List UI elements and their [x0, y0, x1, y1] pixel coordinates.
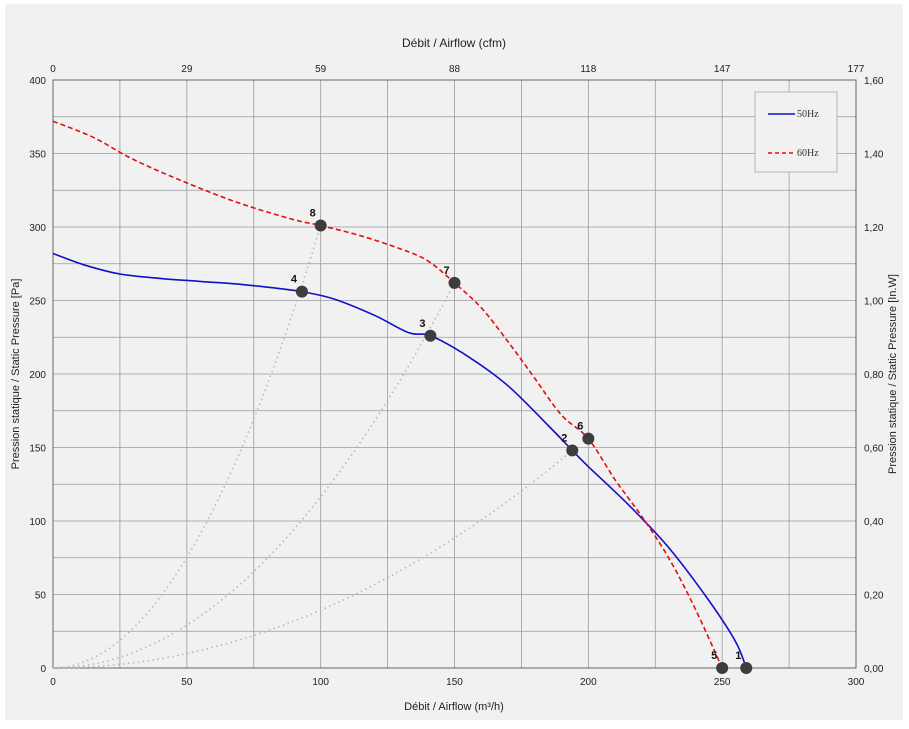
operating-point-7 [448, 276, 461, 289]
x-tick-label: 300 [848, 677, 865, 688]
system-curve [52, 449, 573, 669]
legend-box [754, 91, 838, 173]
legend: 50Hz 60Hz [754, 91, 838, 173]
y-tick-label: 400 [29, 76, 46, 87]
plot-frame [52, 79, 857, 669]
y-right-tick-label: 0,20 [864, 591, 884, 602]
y-tick-label: 100 [29, 517, 46, 528]
y-tick-label: 50 [35, 591, 47, 602]
x-top-tick-label: 118 [580, 64, 596, 75]
y-right-tick-label: 0,80 [864, 370, 884, 381]
y-tick-label: 200 [29, 370, 46, 381]
x-tick-label: 50 [181, 677, 193, 688]
operating-point-label-5: 5 [711, 650, 717, 662]
x-top-tick-label: 59 [315, 64, 327, 75]
x-top-tick-label: 147 [714, 64, 731, 75]
y-tick-label: 0 [40, 664, 46, 675]
system-curve [52, 282, 456, 669]
y-right-tick-label: 1,40 [864, 150, 884, 161]
x-tick-label: 100 [312, 677, 329, 688]
operating-point-label-6: 6 [577, 421, 583, 433]
operating-point-4 [295, 285, 308, 298]
operating-point-label-4: 4 [291, 274, 298, 286]
x-top-tick-label: 177 [848, 64, 865, 75]
y-right-tick-label: 0,60 [864, 444, 884, 455]
y-right-tick-label: 0,00 [864, 664, 884, 675]
operating-point-label-1: 1 [735, 650, 741, 662]
operating-point-label-7: 7 [443, 265, 449, 277]
operating-point-5 [716, 662, 729, 674]
system-curves [52, 225, 573, 669]
x-axis-title: Débit / Airflow (m³/h) [404, 701, 504, 713]
operating-point-6 [582, 432, 595, 445]
x-tick-label: 0 [50, 677, 56, 688]
x-top-tick-label: 88 [449, 64, 461, 75]
series-line-50hz [52, 252, 748, 669]
y-tick-label: 150 [29, 444, 46, 455]
x-tick-label: 200 [580, 677, 597, 688]
series-lines [52, 120, 748, 669]
y-right-tick-label: 0,40 [864, 517, 884, 528]
y-tick-label: 350 [29, 150, 46, 161]
operating-points: 1 2 3 4 5 6 7 8 [291, 208, 753, 674]
legend-label-50hz: 50Hz [797, 109, 819, 120]
y-axis-title-left: Pression statique / Static Pressure [Pa] [10, 279, 22, 470]
grid-lines [52, 79, 857, 669]
y-right-tick-label: 1,60 [864, 76, 884, 87]
y-axis-title-right: Pression statique / Static Pressure [In.… [887, 274, 899, 474]
system-curve [52, 225, 322, 669]
x-tick-label: 250 [714, 677, 731, 688]
operating-point-3 [424, 329, 437, 342]
x-top-tick-label: 0 [50, 64, 56, 75]
operating-point-1 [740, 662, 753, 674]
y-right-tick-label: 1,20 [864, 223, 884, 234]
operating-point-label-3: 3 [419, 318, 425, 330]
operating-point-8 [314, 219, 327, 232]
top-axis-title: Débit / Airflow (cfm) [402, 36, 506, 50]
x-tick-label: 150 [446, 677, 463, 688]
chart-panel [5, 4, 903, 720]
x-top-tick-label: 29 [181, 64, 193, 75]
legend-label-60hz: 60Hz [797, 148, 819, 159]
y-tick-label: 300 [29, 223, 46, 234]
operating-point-label-8: 8 [310, 208, 316, 220]
y-right-tick-label: 1,00 [864, 297, 884, 308]
operating-point-label-2: 2 [561, 432, 567, 444]
y-tick-label: 250 [29, 297, 46, 308]
operating-point-2 [566, 444, 579, 457]
